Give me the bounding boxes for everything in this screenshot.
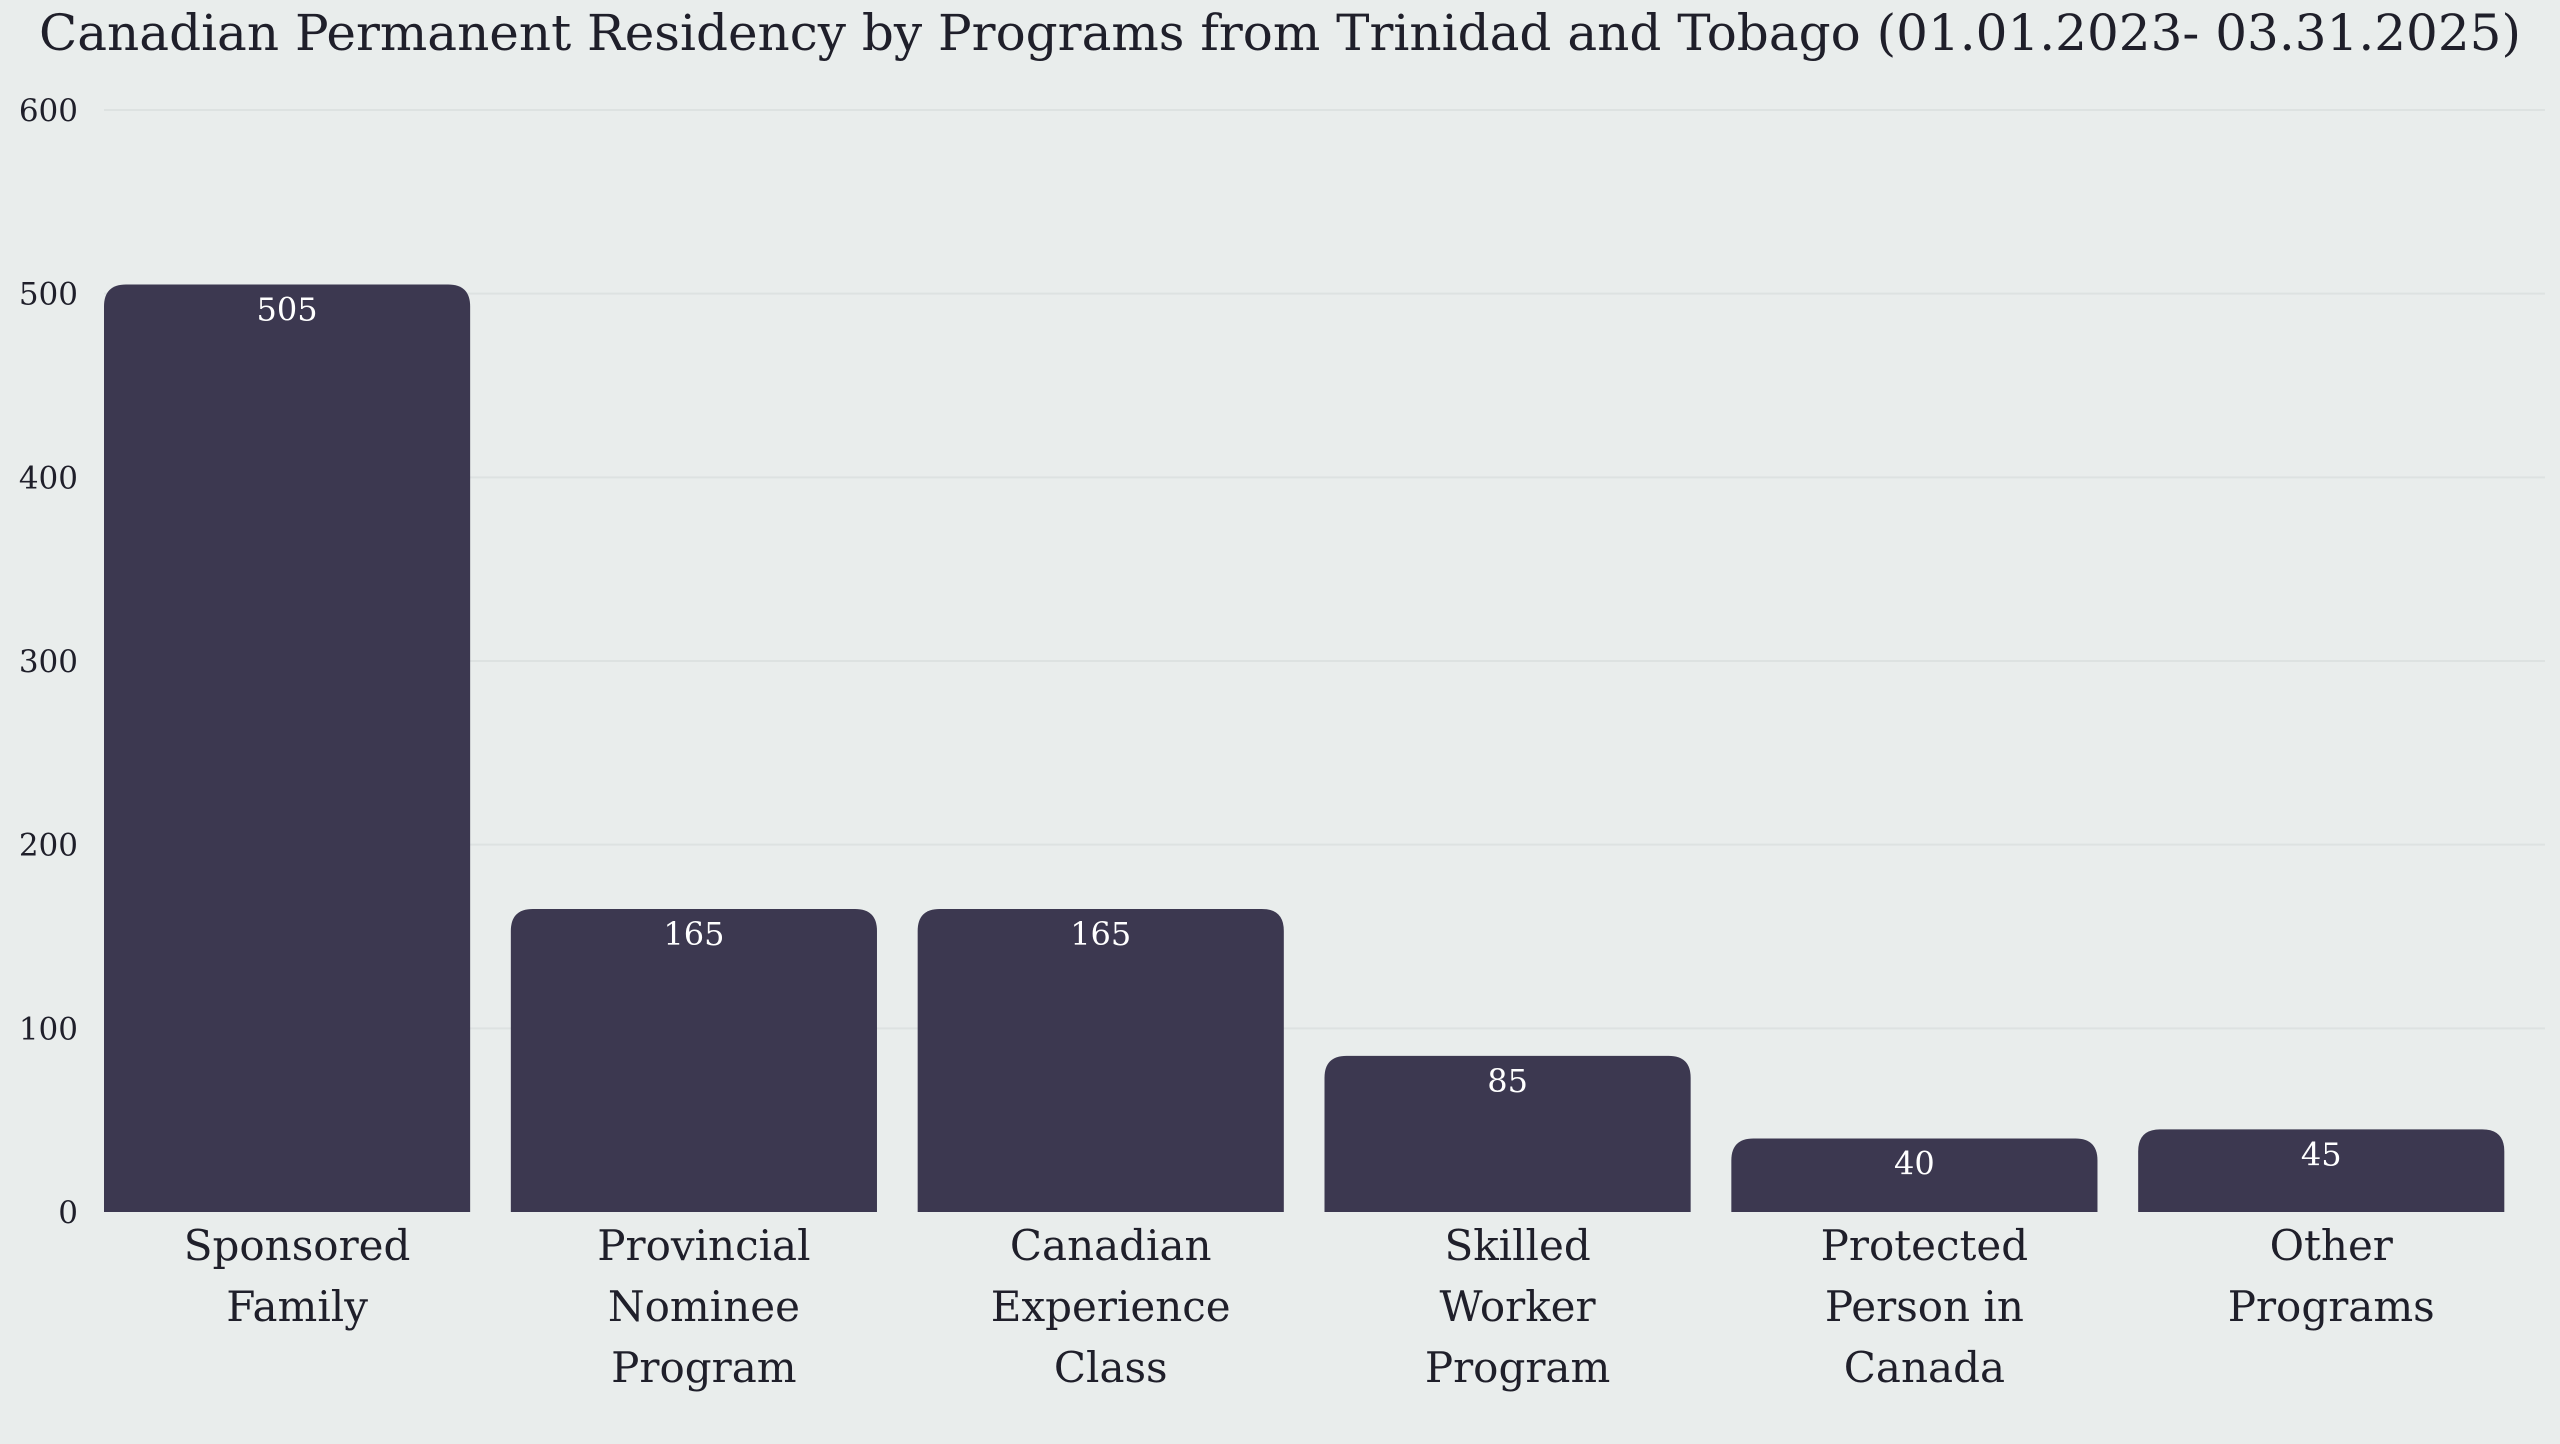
- grid-lines: [104, 109, 2545, 1030]
- bar-1[interactable]: [510, 908, 877, 1212]
- y-tick-label: 500: [19, 277, 78, 313]
- bar-data-label: 165: [663, 915, 724, 953]
- x-tick-label-line: Family: [226, 1282, 368, 1331]
- y-tick-label: 600: [19, 93, 78, 129]
- x-tick-label: Skilled Worker Program: [1425, 1221, 1610, 1392]
- y-tick-label: 400: [19, 460, 78, 496]
- bars: 505 165 165 85 40 45: [104, 284, 2505, 1212]
- bar-data-label: 85: [1487, 1062, 1528, 1100]
- x-tick-label-line: Other: [2270, 1221, 2394, 1270]
- x-tick-label-line: Experience: [991, 1282, 1231, 1331]
- y-tick-label: 300: [19, 644, 78, 680]
- y-tick-label: 200: [19, 828, 78, 864]
- bar-5[interactable]: [2138, 1129, 2505, 1212]
- x-tick-label-line: Canadian: [1010, 1221, 1212, 1270]
- bar-3[interactable]: [1324, 1055, 1691, 1212]
- x-tick-label-line: Worker: [1440, 1282, 1597, 1331]
- bar-0[interactable]: [104, 284, 471, 1212]
- x-tick-label-line: Provincial: [597, 1221, 810, 1270]
- bar-data-label: 45: [2301, 1135, 2342, 1173]
- y-tick-label: 100: [19, 1011, 78, 1047]
- x-tick-label-line: Program: [1425, 1343, 1610, 1392]
- bar-data-label: 40: [1894, 1145, 1935, 1183]
- x-tick-label-line: Program: [611, 1343, 796, 1392]
- bar-data-label: 165: [1070, 915, 1131, 953]
- y-tick-label: 0: [58, 1195, 78, 1231]
- x-tick-label-line: Programs: [2228, 1282, 2435, 1331]
- x-axis: Sponsored Family Provincial Nominee Program C…: [184, 1221, 2435, 1392]
- bar-2[interactable]: [917, 908, 1284, 1212]
- bar-4[interactable]: [1731, 1138, 2098, 1212]
- x-tick-label-line: Sponsored: [184, 1221, 411, 1270]
- x-tick-label: Sponsored Family: [184, 1221, 411, 1331]
- x-tick-label-line: Nominee: [608, 1282, 800, 1331]
- x-tick-label: Other Programs: [2228, 1221, 2435, 1331]
- x-tick-label-line: Class: [1054, 1343, 1168, 1392]
- x-tick-label-line: Skilled: [1444, 1221, 1590, 1270]
- chart-title: Canadian Permanent Residency by Programs…: [39, 4, 2521, 62]
- x-tick-label: Provincial Nominee Program: [597, 1221, 810, 1392]
- bar-data-label: 505: [257, 290, 318, 328]
- x-tick-label-line: Person in: [1825, 1282, 2024, 1331]
- x-tick-label-line: Canada: [1844, 1343, 2005, 1392]
- x-tick-label-line: Protected: [1821, 1221, 2029, 1270]
- x-tick-label: Canadian Experience Class: [991, 1221, 1231, 1392]
- y-axis: 0 100 200 300 400 500 600: [19, 93, 78, 1231]
- x-tick-label: Protected Person in Canada: [1821, 1221, 2029, 1392]
